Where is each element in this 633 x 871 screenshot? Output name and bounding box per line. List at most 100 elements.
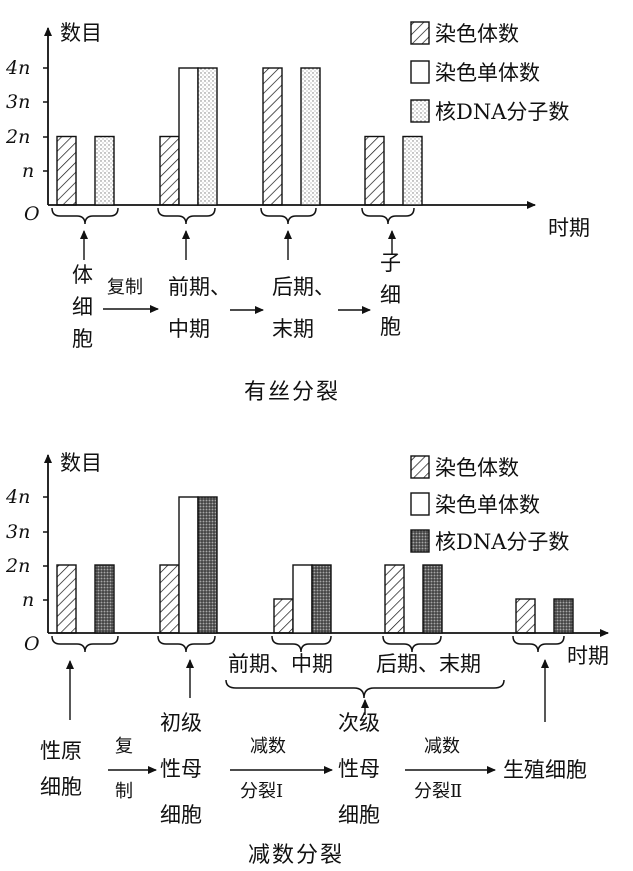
bar-chromosome (159, 135, 180, 206)
flow-m-copy-2: 制 (115, 781, 133, 802)
flow-daughter-1: 子 (380, 251, 401, 275)
flow-cell-1: 体 (72, 263, 93, 287)
mitosis-chart: 数目 时期 O 4n 3n 2n n 体 (5, 21, 590, 405)
bar-chromosome (262, 67, 283, 206)
legend-swatch-chromatid (410, 60, 430, 84)
meiosis-ytick-n: n (22, 589, 34, 611)
mitosis-bars (56, 67, 423, 206)
legend-label-dna: 核DNA分子数 (435, 530, 569, 554)
legend-bottom: 染色体数 染色单体数 核DNA分子数 (410, 455, 569, 554)
flow-m-copy-1: 复 (115, 736, 133, 757)
bar-dna (197, 67, 218, 206)
mitosis-ytick-4n: 4n (5, 57, 30, 79)
bar-dna (94, 564, 115, 634)
mitosis-ytick-3n: 3n (6, 91, 30, 113)
flow-primary-1: 初级 (160, 711, 202, 735)
meiosis-up-arrows (66, 659, 549, 722)
bar-dna (402, 135, 423, 206)
brace (382, 635, 442, 653)
brace (361, 207, 415, 225)
flow-m2-1: 减数 (424, 736, 460, 757)
bar-chromosome (384, 564, 405, 634)
flow-cell-2: 细 (72, 295, 93, 319)
flow-gamete: 生殖细胞 (503, 758, 587, 782)
bar-chromosome (159, 564, 180, 634)
flow-ana-2: 末期 (272, 317, 314, 341)
meiosis-yticks: 4n 3n 2n n (5, 486, 48, 611)
legend-label-chromosome: 染色体数 (435, 22, 519, 46)
bar-dna (197, 496, 218, 634)
meiosis-ytick-4n: 4n (5, 486, 30, 508)
brace (51, 207, 119, 225)
flow-m2-2: 分裂Ⅱ (414, 781, 462, 802)
flow-secondary-3: 细胞 (338, 803, 380, 827)
meiosis-xlabel: 时期 (567, 644, 609, 668)
flow-primary-3: 细胞 (160, 803, 202, 827)
flow-ana-1: 后期、 (272, 275, 335, 299)
flow-pro-1: 前期、 (168, 275, 231, 299)
flow-pro-2: 中期 (168, 317, 210, 341)
bar-chromosome (515, 598, 536, 634)
brace (512, 635, 565, 653)
meiosis-flow: 性原 细胞 复 制 初级 性母 细胞 减数 分裂Ⅰ 次级 性母 细胞 减数 分裂… (40, 711, 587, 827)
legend-swatch-chromatid (410, 492, 430, 516)
bar-dna (94, 135, 115, 206)
meiosis-sub-pro: 前期、中期 (228, 652, 333, 676)
meiosis-sub-ana: 后期、末期 (376, 652, 481, 676)
flow-m1-2: 分裂Ⅰ (240, 781, 283, 802)
brace (271, 635, 332, 653)
flow-secondary-1: 次级 (338, 711, 380, 735)
mitosis-ylabel: 数目 (60, 21, 102, 45)
bar-dna (300, 67, 321, 206)
brace (51, 635, 119, 653)
legend-label-dna: 核DNA分子数 (435, 100, 569, 124)
legend-swatch-chromosome (410, 455, 430, 479)
mitosis-ytick-2n: 2n (5, 126, 30, 148)
bar-chromatid (178, 67, 199, 206)
legend-label-chromosome: 染色体数 (435, 456, 519, 480)
mitosis-xlabel: 时期 (548, 216, 590, 240)
flow-cell-3: 胞 (72, 327, 93, 351)
meiosis-chart: 数目 时期 O 4n 3n 2n n 前期、中期 后期、末期 (5, 451, 609, 868)
bar-chromosome (364, 135, 385, 206)
flow-copy: 复制 (107, 277, 143, 298)
flow-daughter-3: 胞 (380, 315, 401, 339)
legend-top: 染色体数 染色单体数 核DNA分子数 (410, 21, 569, 124)
meiosis-braces (51, 635, 565, 699)
mitosis-yticks: 4n 3n 2n n (5, 57, 48, 182)
brace-secondary (225, 679, 505, 699)
meiosis-ylabel: 数目 (60, 451, 102, 475)
bar-chromosome (273, 598, 294, 634)
bar-chromatid (178, 496, 199, 634)
mitosis-ytick-n: n (22, 160, 34, 182)
flow-secondary-2: 性母 (338, 757, 380, 781)
legend-swatch-dna (410, 99, 430, 123)
flow-primary-2: 性母 (160, 757, 202, 781)
mitosis-braces (51, 207, 415, 225)
brace (260, 207, 317, 225)
mitosis-caption: 有丝分裂 (244, 380, 340, 405)
flow-m-cell-2: 细胞 (40, 775, 82, 799)
brace (157, 635, 216, 653)
flow-daughter-2: 细 (380, 283, 401, 307)
bar-chromosome (56, 135, 77, 206)
mitosis-flow: 体 细 胞 复制 前期、 中期 后期、 末期 子 细 胞 (72, 251, 401, 351)
legend-swatch-dna (410, 529, 430, 553)
meiosis-origin: O (24, 633, 40, 655)
brace (157, 207, 216, 225)
legend-label-chromatid: 染色单体数 (435, 493, 540, 517)
meiosis-bars (56, 496, 574, 634)
bar-chromatid (292, 564, 313, 634)
bar-chromosome (56, 564, 77, 634)
bar-dna (311, 564, 332, 634)
bar-dna (553, 598, 574, 634)
mitosis-up-arrows (80, 230, 396, 260)
meiosis-ytick-3n: 3n (6, 521, 30, 543)
mitosis-origin: O (24, 203, 40, 225)
legend-label-chromatid: 染色单体数 (435, 61, 540, 85)
meiosis-caption: 减数分裂 (248, 843, 344, 868)
legend-swatch-chromosome (410, 21, 430, 45)
flow-m-cell-1: 性原 (40, 739, 82, 763)
flow-m1-1: 减数 (250, 736, 286, 757)
